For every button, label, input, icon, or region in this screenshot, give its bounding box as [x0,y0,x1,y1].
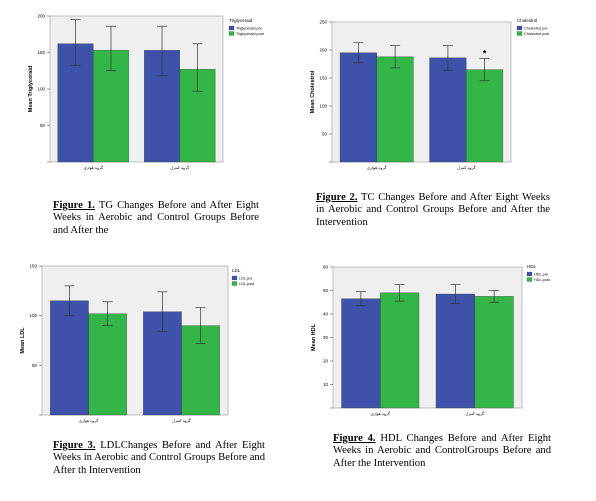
y-axis-label: Mean Cholestrol [310,70,316,113]
y-tick-label: 50 [323,288,329,293]
figure-2-label: Figure 2. [316,192,358,203]
x-tick-label: گروه کنترل [170,165,189,170]
legend-entry: Cholestrol.pre [524,27,548,31]
legend-entry: Cholestrol.post [524,32,550,36]
figure-3-text: LDLChanges Before and After Eight Weeks … [53,440,265,476]
bar [474,296,514,409]
legend-title: HDL [527,264,536,269]
legend-swatch [228,31,235,36]
bar [429,57,467,163]
y-tick-label: 100 [29,313,37,318]
y-tick-label: 30 [323,335,329,340]
legend-title: LDL [232,268,241,273]
y-tick-label: 50 [40,123,46,128]
legend-entry: HDL.pre [534,273,548,277]
legend-entry: LDL.post [239,282,255,286]
legend-title: Cholestrol [517,18,537,23]
chart-panel-tg: 50 100 150 200 Mean Triglyceraid گروه هوازی گر… [0,0,300,245]
y-tick-label: 200 [319,48,327,53]
legend-swatch [526,277,533,282]
figure-1-text: TG Changes Before and After Eight Weeks … [53,200,259,236]
chart-tc: 50 100 150 200 250 Mean Cholestrol گروه هوازی گ… [310,18,550,170]
figure-1-caption: Figure 1. TG Changes Before and After Ei… [53,200,259,237]
figure-3-label: Figure 3. [53,440,96,451]
bar [88,313,127,416]
legend-swatch [231,281,238,286]
figure-3-caption: Figure 3. LDLChanges Before and After Ei… [53,440,265,477]
x-tick-label: گروه هوازی [83,165,103,170]
x-tick-label: گروه کنترل [457,165,476,170]
figure-4-label: Figure 4. [333,433,376,444]
x-tick-label: گروه کنترل [465,411,484,416]
chart-panel-tc: 50 100 150 200 250 Mean Cholestrol گروه هوازی گ… [300,0,596,245]
bar [339,52,377,163]
x-tick-label: گروه هوازی [79,418,99,423]
figure-2-text: TC Changes Before and After Eight Weeks … [316,192,550,228]
legend-swatch [516,31,523,36]
y-axis-label: Mean LDL [20,327,26,354]
y-tick-label: 150 [29,264,37,269]
chart-panel-hdl: 10 20 30 40 50 60 Mean HDL گروه هوازی گروه کنترل… [300,255,596,501]
legend-entry: Triglyceraid.pre [236,27,262,31]
figure-1-label: Figure 1. [53,200,95,211]
y-tick-label: 40 [323,312,329,317]
x-tick-label: گروه کنترل [172,418,191,423]
bar [57,43,94,163]
bar [435,293,475,409]
legend-entry: HDL.post [534,278,551,282]
y-axis-label: Mean Triglyceraid [28,66,34,112]
legend-entry: LDL.pre [239,277,253,281]
bar [466,69,504,163]
bar [376,56,414,163]
x-tick-label: گروه هوازی [370,411,390,416]
bar [341,298,381,409]
figure-2-caption: Figure 2. TC Changes Before and After Ei… [316,192,550,229]
chart-tg: 50 100 150 200 Mean Triglyceraid گروه هوازی گر… [28,14,265,171]
figure-4-text: HDL Changes Before and After Eight Weeks… [333,433,551,469]
chart-hdl: 10 20 30 40 50 60 Mean HDL گروه هوازی گروه کنترل… [311,264,551,416]
legend-swatch [228,25,235,31]
legend-title: Triglyceraid [229,18,253,23]
y-tick-label: 60 [323,265,329,270]
y-tick-label: 50 [322,132,328,137]
y-tick-label: 100 [319,104,327,109]
y-tick-label: 250 [319,20,327,25]
chart-panel-ldl: 50 100 150 Mean LDL گروه هوازی گروه کنترل LDL L… [0,255,300,501]
legend-entry: Triglyceraid.post [236,32,265,36]
legend-swatch [526,271,533,277]
y-tick-label: 100 [37,87,45,92]
y-tick-label: 10 [323,382,329,387]
y-axis-label: Mean HDL [311,323,317,351]
y-tick-label: 20 [323,359,329,364]
y-tick-label: 200 [37,14,45,19]
figure-4-caption: Figure 4. HDL Changes Before and After E… [333,433,551,470]
y-tick-label: 150 [37,50,45,55]
bar [50,300,89,416]
chart-ldl: 50 100 150 Mean LDL گروه هوازی گروه کنترل LDL L… [20,264,255,424]
bar [380,292,420,409]
significance-marker: * [483,48,487,58]
legend-swatch [231,275,238,281]
y-tick-label: 50 [32,363,38,368]
legend-swatch [516,25,523,31]
y-tick-label: 150 [319,76,327,81]
x-tick-label: گروه هوازی [367,165,387,170]
